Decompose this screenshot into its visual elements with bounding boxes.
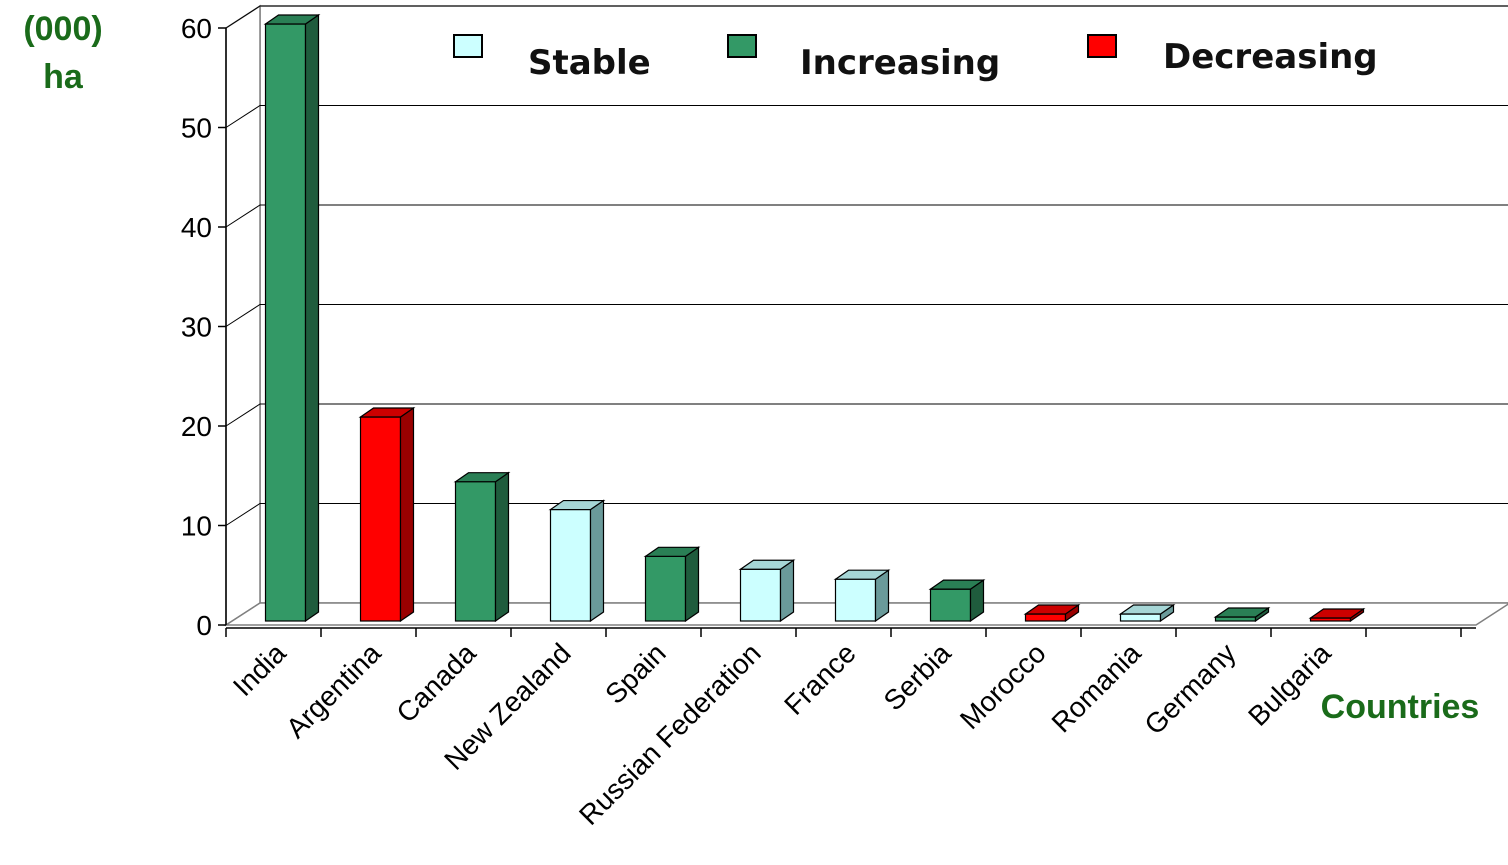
gridline <box>225 204 1508 228</box>
bar <box>1118 603 1176 623</box>
legend-label: Increasing <box>800 43 1000 83</box>
bar <box>738 559 796 623</box>
legend-item: Increasing <box>727 34 1000 83</box>
bar-side <box>494 471 510 623</box>
bar-top <box>453 472 511 483</box>
bar-side <box>399 406 415 623</box>
category-label: Spain <box>599 637 672 710</box>
category-label: India <box>227 637 292 702</box>
bar-front <box>359 416 402 622</box>
gridline <box>225 403 1508 427</box>
gridline <box>225 304 1508 327</box>
bar-front <box>1024 613 1067 622</box>
gridline <box>225 503 1508 526</box>
bar-top <box>1308 608 1366 619</box>
bar-top <box>548 499 606 511</box>
bar <box>833 569 891 623</box>
bar-top <box>263 14 321 25</box>
bar <box>453 471 511 623</box>
gridline <box>225 105 1508 128</box>
legend-item: Decreasing <box>1087 34 1378 77</box>
y-tick-label: 0 <box>196 610 212 641</box>
gridlines <box>225 5 1508 526</box>
category-label: Romania <box>1046 637 1147 738</box>
legend-swatch <box>1087 34 1117 58</box>
y-tick-label: 60 <box>181 13 212 44</box>
bar-front <box>834 578 877 622</box>
bar-top <box>358 407 416 418</box>
bar <box>928 579 986 623</box>
y-tick-labels: 0 10 20 30 40 50 60 <box>181 13 212 641</box>
bar-front <box>454 481 497 622</box>
y-tick-label: 30 <box>181 312 212 343</box>
y-tick-label: 50 <box>181 113 212 144</box>
y-axis-label-line2: ha <box>43 58 84 96</box>
bar <box>1213 606 1271 623</box>
bar-side <box>589 499 605 623</box>
bar <box>1023 603 1081 623</box>
bar <box>548 499 606 623</box>
gridline <box>225 5 1508 29</box>
bar-top <box>1023 604 1081 615</box>
category-label: Morocco <box>954 637 1052 735</box>
bar-side <box>779 559 795 623</box>
bar <box>1308 607 1366 623</box>
bar <box>358 406 416 623</box>
bar-front <box>644 555 687 622</box>
y-tick-label: 20 <box>181 411 212 442</box>
category-label: France <box>778 637 862 721</box>
legend-label: Stable <box>528 43 651 83</box>
y-axis-label-line1: (000) <box>23 10 102 48</box>
bars <box>263 13 1366 623</box>
legend-label: Decreasing <box>1163 37 1378 77</box>
legend: Stable Increasing Decreasing <box>453 34 1378 83</box>
bar-front <box>739 568 782 622</box>
category-label: Germany <box>1138 637 1241 740</box>
bar <box>643 546 701 623</box>
legend-item: Stable <box>453 34 651 83</box>
bar-front <box>1119 613 1162 622</box>
bar-side <box>684 546 700 623</box>
bar-front <box>929 588 972 622</box>
category-label: Serbia <box>878 637 957 716</box>
bar-top <box>833 569 891 580</box>
bar-side <box>304 13 320 623</box>
bar-top <box>928 579 986 590</box>
x-axis-label: Countries <box>1321 688 1480 726</box>
category-label: Russian Federation <box>573 637 767 831</box>
bar-top <box>1213 607 1271 618</box>
y-tick-label: 10 <box>181 511 212 542</box>
legend-swatch <box>453 34 483 58</box>
category-label: Canada <box>390 637 482 729</box>
chart-walls <box>223 4 1508 627</box>
axes <box>218 27 1476 637</box>
y-tick-label: 40 <box>181 212 212 243</box>
bar-front <box>264 23 307 622</box>
bar-front <box>549 508 592 622</box>
bar <box>263 13 321 623</box>
bar-top <box>738 559 796 570</box>
bar-top <box>1118 604 1176 615</box>
legend-swatch <box>727 34 757 58</box>
bar-top <box>643 546 701 557</box>
category-label: Argentina <box>280 637 387 744</box>
